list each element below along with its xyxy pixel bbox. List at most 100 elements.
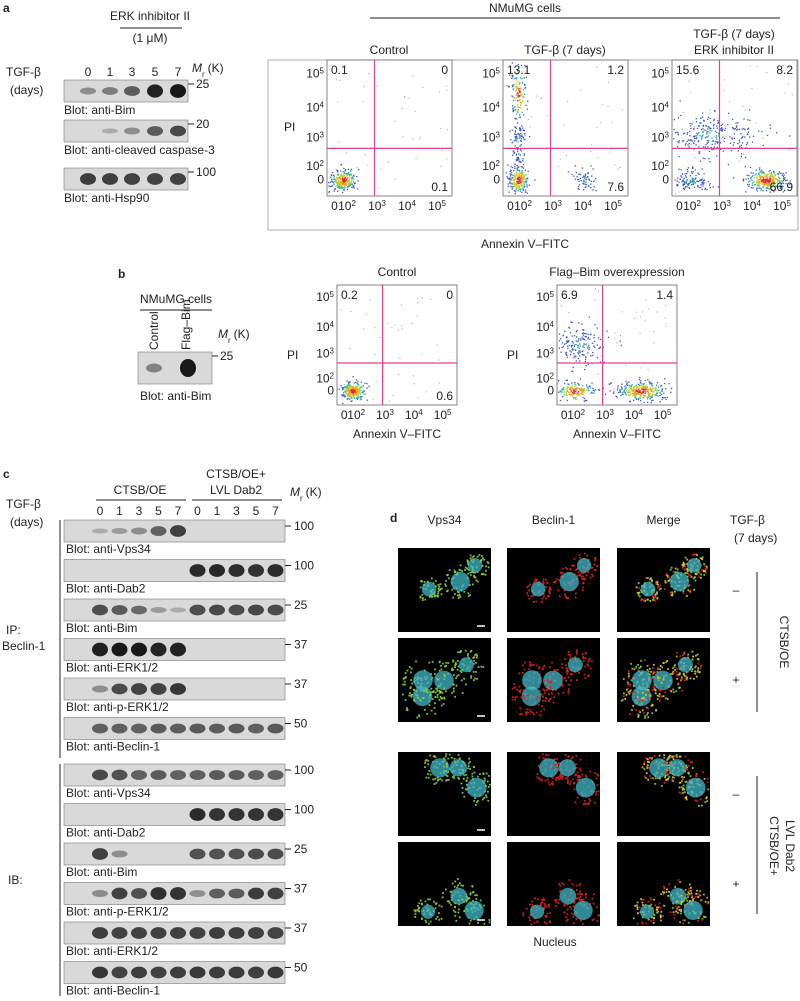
event-dot <box>779 178 780 179</box>
event-dot <box>512 186 513 187</box>
fluorescence-dot <box>484 780 486 782</box>
fluorescence-dot <box>650 671 652 673</box>
fluorescence-dot <box>570 679 572 681</box>
lane-label: 5 <box>253 504 260 518</box>
event-dot <box>689 135 690 136</box>
event-dot <box>581 323 582 324</box>
fluorescence-dot <box>528 585 530 587</box>
event-dot <box>575 165 576 166</box>
event-dot <box>684 178 685 179</box>
event-dot <box>394 121 395 122</box>
event-dot <box>580 90 581 91</box>
event-dot <box>587 176 588 177</box>
event-dot <box>745 166 746 167</box>
event-dot <box>576 340 577 341</box>
event-dot <box>663 393 664 394</box>
event-dot <box>665 399 666 400</box>
event-dot <box>682 174 683 175</box>
event-dot <box>722 130 723 131</box>
event-dot <box>357 383 358 384</box>
event-dot <box>645 299 646 300</box>
fluorescence-dot <box>532 904 534 906</box>
event-dot <box>677 180 678 181</box>
event-dot <box>354 382 355 383</box>
fluorescence-dot <box>458 674 460 676</box>
fluorescence-dot <box>454 664 456 666</box>
fluorescence-dot <box>642 709 644 711</box>
tick-label: 103 <box>651 130 669 145</box>
fluorescence-dot <box>454 758 456 760</box>
blot-band <box>170 683 186 695</box>
fluorescence-dot <box>545 923 547 925</box>
fluorescence-dot <box>526 592 528 594</box>
fluorescence-dot <box>465 684 467 686</box>
tick-base: 10 <box>596 408 610 422</box>
fluorescence-dot <box>434 673 436 675</box>
event-dot <box>521 172 522 173</box>
event-dot <box>739 140 740 141</box>
event-dot <box>350 170 351 171</box>
fluorescence-dot <box>683 562 685 564</box>
fluorescence-dot <box>640 600 642 602</box>
blot-band <box>112 643 128 657</box>
event-dot <box>512 108 513 109</box>
event-dot <box>767 135 768 136</box>
fluorescence-dot <box>703 570 705 572</box>
event-dot <box>582 351 583 352</box>
fluorescence-dot <box>532 712 534 714</box>
event-dot <box>567 387 568 388</box>
fluorescence-dot <box>637 664 639 666</box>
fluorescence-dot <box>524 669 526 671</box>
fluorescence-dot <box>576 649 578 651</box>
event-dot <box>344 391 345 392</box>
event-dot <box>517 159 518 160</box>
event-dot <box>689 143 690 144</box>
event-dot <box>716 126 717 127</box>
fluorescence-dot <box>629 690 631 692</box>
event-dot <box>524 139 525 140</box>
tick-label: 104 <box>316 320 334 335</box>
tick-base: 10 <box>654 408 668 422</box>
event-dot <box>707 128 708 129</box>
event-dot <box>585 400 586 401</box>
fluorescence-dot <box>458 597 460 599</box>
event-dot <box>624 389 625 390</box>
fluorescence-dot <box>652 667 654 669</box>
event-dot <box>773 177 774 178</box>
fluorescence-dot <box>513 683 515 685</box>
tick-exponent: 2 <box>527 199 532 208</box>
fluorescence-dot <box>439 589 441 591</box>
event-dot <box>625 387 626 388</box>
blot-band <box>131 927 147 939</box>
fluorescence-dot <box>688 765 690 767</box>
event-dot <box>702 132 703 133</box>
event-dot <box>388 161 389 162</box>
fluorescence-dot <box>483 559 485 561</box>
event-dot <box>570 332 571 333</box>
fluorescence-dot <box>568 684 570 686</box>
fluorescence-dot <box>467 592 469 594</box>
event-dot <box>417 302 418 303</box>
event-dot <box>516 118 517 119</box>
event-dot <box>711 130 712 131</box>
fluorescence-dot <box>700 798 702 800</box>
fluorescence-dot <box>451 757 453 759</box>
fluorescence-dot <box>539 697 541 699</box>
blot-band <box>131 724 147 734</box>
fluorescence-dot <box>528 917 530 919</box>
event-dot <box>344 396 345 397</box>
event-dot <box>757 178 758 179</box>
event-dot <box>748 178 749 179</box>
event-dot <box>766 184 767 185</box>
event-dot <box>516 154 517 155</box>
event-dot <box>704 129 705 130</box>
event-dot <box>679 140 680 141</box>
fluorescence-dot <box>443 674 445 676</box>
blot-label: Blot: anti-Bim <box>66 621 137 635</box>
event-dot <box>514 133 515 134</box>
fluorescence-dot <box>666 891 668 893</box>
fluorescence-dot <box>457 651 459 653</box>
quadrant-value: 0 <box>446 288 453 302</box>
nucleus <box>421 905 435 919</box>
event-dot <box>703 173 704 174</box>
